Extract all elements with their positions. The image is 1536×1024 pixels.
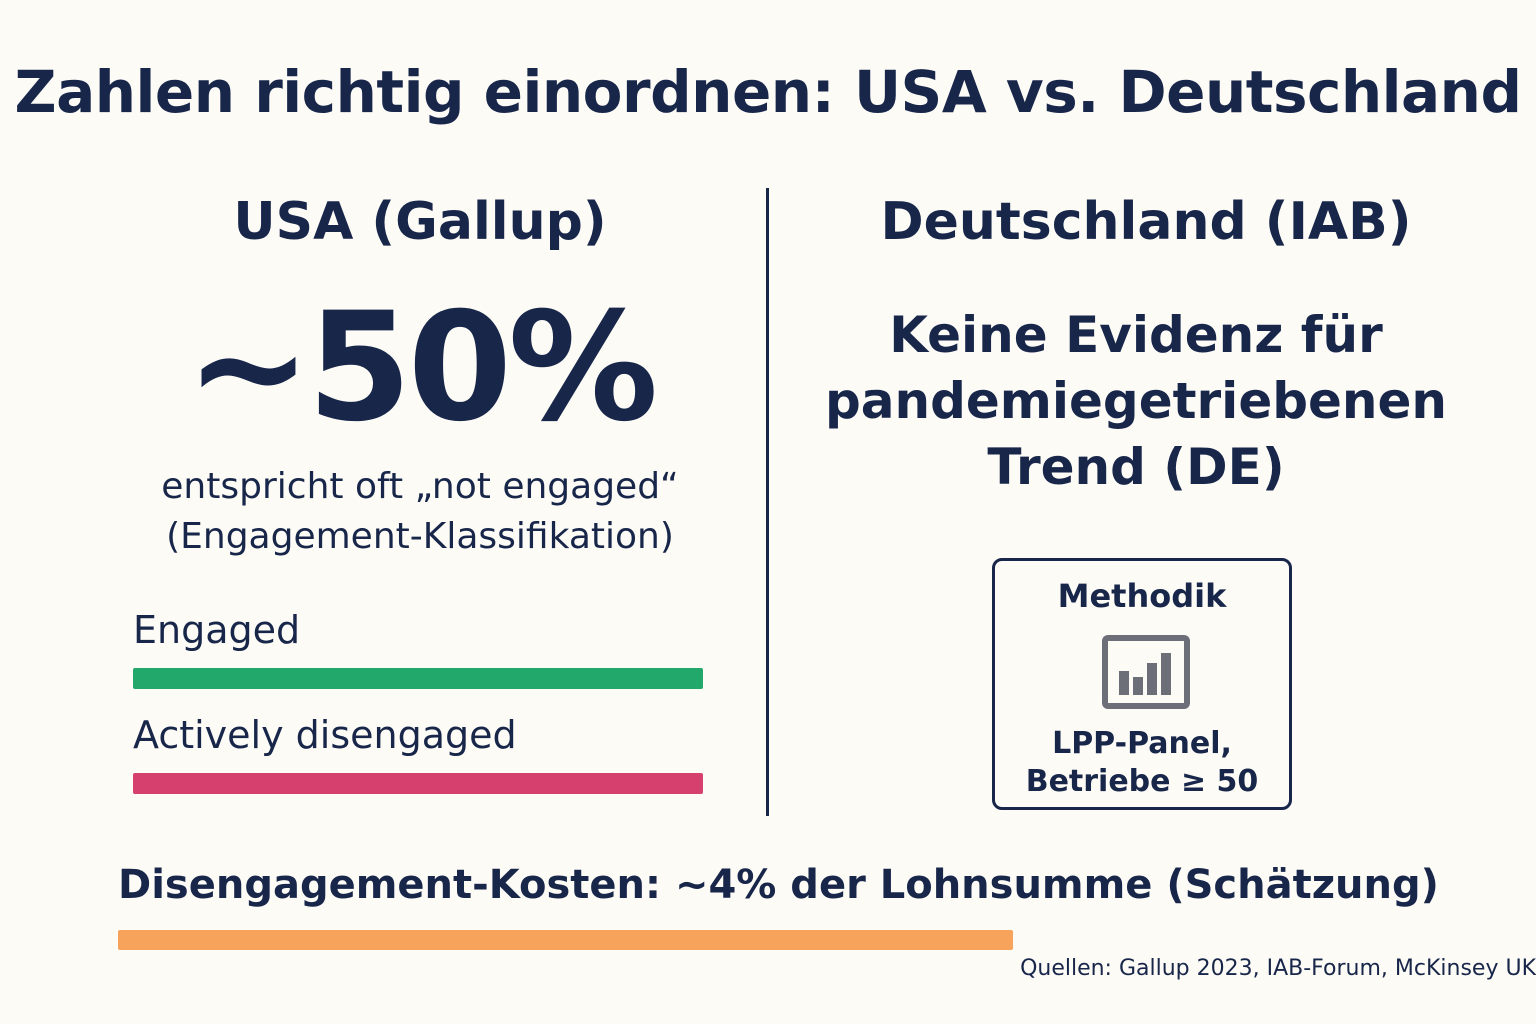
methodology-line-1: LPP-Panel, xyxy=(1052,726,1232,761)
cost-bar xyxy=(118,930,1013,950)
usa-stat-caption: entspricht oft „not engaged“ (Engagement… xyxy=(70,462,770,562)
usa-heading: USA (Gallup) xyxy=(233,192,607,252)
column-divider xyxy=(766,188,769,816)
germany-heading: Deutschland (IAB) xyxy=(880,192,1412,252)
germany-statement-line-3: Trend (DE) xyxy=(987,438,1285,496)
germany-statement: Keine Evidenz für pandemiegetriebenen Tr… xyxy=(806,302,1466,500)
cost-label: Disengagement-Kosten: ~4% der Lohnsumme … xyxy=(118,862,1439,908)
sources-note: Quellen: Gallup 2023, IAB-Forum, McKinse… xyxy=(1020,956,1536,981)
bar-chart-icon xyxy=(1102,635,1190,709)
actively-disengaged-label: Actively disengaged xyxy=(133,713,517,757)
methodology-box: Methodik LPP-Panel, Betriebe ≥ 50 xyxy=(992,558,1292,810)
page-title: Zahlen richtig einordnen: USA vs. Deutsc… xyxy=(14,58,1522,126)
usa-stat-value: ~50% xyxy=(185,281,659,455)
methodology-line-2: Betriebe ≥ 50 xyxy=(1025,764,1259,799)
usa-caption-line-1: entspricht oft „not engaged“ xyxy=(161,466,679,507)
germany-statement-line-2: pandemiegetriebenen xyxy=(824,372,1448,430)
methodology-title: Methodik xyxy=(1057,577,1227,615)
actively-disengaged-bar xyxy=(133,773,703,794)
usa-caption-line-2: (Engagement-Klassifikation) xyxy=(166,516,674,557)
germany-statement-line-1: Keine Evidenz für xyxy=(889,306,1383,364)
methodology-text: LPP-Panel, Betriebe ≥ 50 xyxy=(995,725,1289,801)
engaged-label: Engaged xyxy=(133,608,301,652)
engaged-bar xyxy=(133,668,703,689)
